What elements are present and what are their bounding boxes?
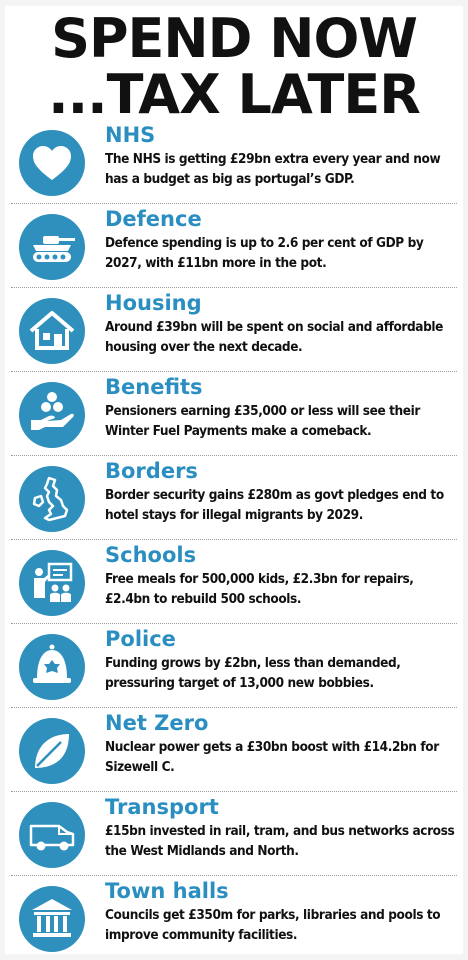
icon-circle bbox=[19, 382, 85, 448]
section-schools: Schools Free meals for 500,000 kids, £2.… bbox=[5, 540, 463, 624]
divider bbox=[11, 203, 457, 204]
section-heading: Net Zero bbox=[105, 711, 209, 735]
icon-circle bbox=[19, 802, 85, 868]
section-net-zero: Net Zero Nuclear power gets a £30bn boos… bbox=[5, 708, 463, 792]
icon-circle bbox=[19, 466, 85, 532]
section-heading: Town halls bbox=[105, 879, 229, 903]
divider bbox=[11, 875, 457, 876]
section-text: Councils get £350m for parks, libraries … bbox=[105, 907, 441, 943]
section-heading: Housing bbox=[105, 291, 202, 315]
tank-icon bbox=[33, 236, 75, 262]
section-heading: Defence bbox=[105, 207, 202, 231]
van-icon bbox=[29, 824, 75, 851]
section-benefits: Benefits Pensioners earning £35,000 or l… bbox=[5, 372, 463, 456]
hand-coins-icon bbox=[31, 392, 74, 430]
section-text: The NHS is getting £29bn extra every yea… bbox=[105, 151, 441, 187]
icon-circle bbox=[19, 634, 85, 700]
icon-circle bbox=[19, 130, 85, 196]
house-icon bbox=[29, 311, 75, 350]
police-helmet-icon bbox=[33, 644, 71, 683]
heart-icon bbox=[33, 146, 71, 180]
section-text: Nuclear power gets a £30bn boost with £1… bbox=[105, 739, 439, 775]
infographic: SPEND NOW ...TAX LATER NHS The NHS is ge… bbox=[5, 6, 463, 954]
section-heading: Schools bbox=[105, 543, 197, 567]
section-police: Police Funding grows by £2bn, less than … bbox=[5, 624, 463, 708]
section-heading: NHS bbox=[105, 123, 156, 147]
icon-circle bbox=[19, 550, 85, 616]
section-text: Around £39bn will be spent on social and… bbox=[105, 319, 443, 355]
icon-circle bbox=[19, 214, 85, 280]
section-text: Border security gains £280m as govt pled… bbox=[105, 487, 444, 523]
section-heading: Benefits bbox=[105, 375, 203, 399]
divider bbox=[11, 371, 457, 372]
divider bbox=[11, 287, 457, 288]
section-heading: Police bbox=[105, 627, 176, 651]
uk-map-icon bbox=[32, 476, 69, 522]
divider bbox=[11, 455, 457, 456]
section-borders: Borders Border security gains £280m as g… bbox=[5, 456, 463, 540]
section-text: Pensioners earning £35,000 or less will … bbox=[105, 403, 420, 439]
section-heading: Transport bbox=[105, 795, 219, 819]
section-text: Funding grows by £2bn, less than demande… bbox=[105, 655, 401, 691]
section-defence: Defence Defence spending is up to 2.6 pe… bbox=[5, 204, 463, 288]
section-nhs: NHS The NHS is getting £29bn extra every… bbox=[5, 120, 463, 204]
leaf-icon bbox=[35, 734, 69, 768]
town-hall-icon bbox=[32, 899, 72, 937]
divider bbox=[11, 539, 457, 540]
section-heading: Borders bbox=[105, 459, 198, 483]
section-text: Free meals for 500,000 kids, £2.3bn for … bbox=[105, 571, 414, 607]
icon-circle bbox=[19, 886, 85, 952]
icon-circle bbox=[19, 298, 85, 364]
divider bbox=[11, 791, 457, 792]
section-text: Defence spending is up to 2.6 per cent o… bbox=[105, 235, 424, 271]
section-transport: Transport £15bn invested in rail, tram, … bbox=[5, 792, 463, 876]
divider bbox=[11, 623, 457, 624]
section-town-halls: Town halls Councils get £350m for parks,… bbox=[5, 876, 463, 960]
section-text: £15bn invested in rail, tram, and bus ne… bbox=[105, 823, 455, 859]
title-line-2: ...TAX LATER bbox=[48, 63, 421, 126]
title-line-1: SPEND NOW bbox=[51, 7, 418, 70]
icon-circle bbox=[19, 718, 85, 784]
section-housing: Housing Around £39bn will be spent on so… bbox=[5, 288, 463, 372]
divider bbox=[11, 707, 457, 708]
teacher-icon bbox=[34, 562, 73, 602]
